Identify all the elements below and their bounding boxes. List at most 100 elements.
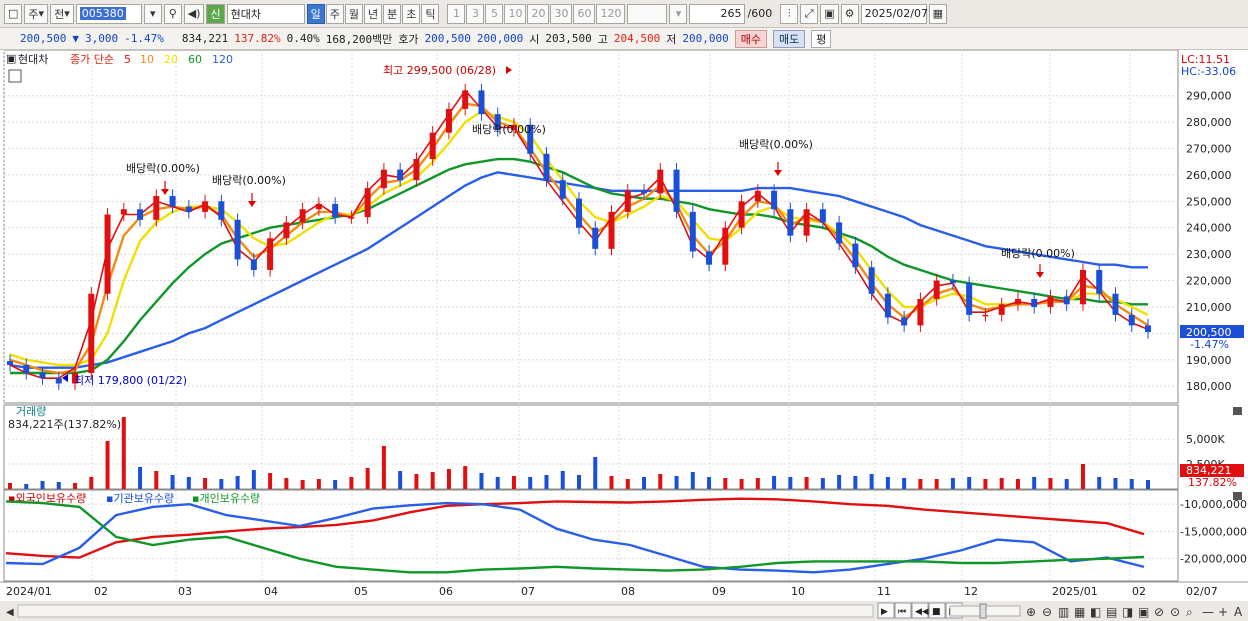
stock-name-field[interactable]: 현대차 (226, 3, 305, 24)
minute-select[interactable] (627, 3, 668, 24)
volume-bar (268, 473, 273, 489)
legend-ma-60: 60 (188, 53, 202, 66)
candle (234, 213, 241, 267)
chart-area[interactable]: 최고 299,500 (06/28) 최저 179,800 (01/22) 배당락(… (0, 50, 1248, 621)
type-select[interactable]: 주 ▾ (24, 3, 49, 24)
minute-button-1[interactable]: 1 (447, 3, 466, 24)
axes: 290,000 280,000 270,000 260,000 250,000 240,0… (6, 52, 1244, 393)
tool-icon-12: + (1218, 605, 1228, 619)
candle (55, 371, 62, 391)
date-input[interactable]: 2025/02/07 (860, 3, 928, 24)
volume-bar (885, 477, 890, 489)
candle (1145, 318, 1151, 339)
candle (445, 102, 452, 140)
minute-button-60[interactable]: 60 (573, 3, 596, 24)
volume-bar (674, 476, 679, 489)
x-tick-label: 2025/01 (1052, 585, 1098, 598)
candle (998, 297, 1005, 322)
type-select-value: 주 (28, 7, 39, 21)
candle (510, 118, 517, 137)
candle (250, 252, 257, 277)
annotation-ex-div: 배당락(0.00%) (472, 123, 546, 136)
scrollbar: ◀▶⏮◀◀■▶▶⊕⊖▥▦◧▤◨▣⊘⊙⌕—+A (0, 601, 1248, 621)
candle (689, 205, 696, 259)
candle (185, 199, 192, 219)
period-button-6[interactable]: 틱 (421, 3, 440, 24)
volume-bar (658, 474, 663, 489)
buy-button[interactable]: 매수 (734, 29, 767, 48)
search-icon[interactable]: ⚲ (163, 3, 182, 24)
candle (901, 310, 908, 333)
x-tick-label: 02 (94, 585, 108, 598)
calendar-icon[interactable]: ▦ (928, 3, 947, 24)
minute-button-20[interactable]: 20 (527, 3, 550, 24)
save-icon[interactable]: ▣ (820, 3, 839, 24)
candle (1096, 263, 1103, 301)
candle (641, 184, 648, 200)
candle (1063, 289, 1070, 311)
volume-bar (430, 472, 435, 489)
window-icon[interactable]: □ (4, 3, 23, 24)
legend-label: 종가 단순 (70, 53, 114, 66)
ma-line-60 (10, 157, 1148, 375)
avg-button[interactable]: 평 (811, 29, 832, 48)
candle (218, 194, 225, 227)
period-button-4[interactable]: 분 (383, 3, 402, 24)
candle (348, 210, 355, 224)
stock-title: 현대차 (18, 53, 48, 66)
volume-bar (577, 475, 581, 489)
minute-button-3[interactable]: 3 (466, 3, 485, 24)
volume-bar (902, 478, 907, 489)
minute-button-30[interactable]: 30 (550, 3, 573, 24)
settings-icon[interactable]: ⚙ (840, 3, 859, 24)
period-button-3[interactable]: 년 (363, 3, 383, 24)
volume-bar (739, 479, 744, 489)
candle (267, 231, 274, 277)
minute-button-120[interactable]: 120 (596, 3, 626, 24)
volume-bar (1048, 478, 1053, 489)
volume-tag (1180, 464, 1244, 477)
volume-ratio: 137.82% (234, 32, 281, 45)
period-button-2[interactable]: 월 (344, 3, 363, 24)
holdings-line-foreign (5, 497, 1145, 559)
period-button-1[interactable]: 주 (325, 3, 344, 24)
minute-dropdown-icon[interactable]: ▾ (669, 3, 688, 24)
low-price: 200,000 (682, 32, 729, 45)
ex-div-arrow (161, 189, 169, 195)
lc-label: LC:11.51 (1181, 53, 1230, 66)
tool-icon-4: ◧ (1090, 605, 1101, 619)
speaker-icon[interactable]: ◀) (183, 3, 205, 24)
annotation-ex-div: 배당락(0.00%) (739, 138, 813, 151)
period-button-0[interactable]: 일 (306, 3, 325, 24)
volume-bar (1146, 480, 1150, 489)
volume-bar (300, 480, 305, 489)
price-tag-text: 200,500 (1186, 326, 1232, 339)
x-tick-label: 08 (621, 585, 635, 598)
holdings-tick: -20,000,000 (1180, 553, 1247, 566)
chart-type-icon[interactable]: ⫶ (780, 3, 799, 24)
volume-bar (625, 479, 630, 489)
draw-tool-icon[interactable]: ⤢ (800, 3, 819, 24)
prefix-select[interactable]: 전 ▾ (50, 3, 74, 24)
candle (608, 205, 615, 256)
count-input[interactable]: 265 (689, 3, 746, 24)
ex-div-arrow (1036, 272, 1044, 278)
minute-button-10[interactable]: 10 (504, 3, 527, 24)
volume-bar (690, 472, 695, 489)
candle (673, 163, 680, 219)
sell-button[interactable]: 매도 (772, 29, 806, 48)
nav-button-1 (894, 602, 912, 619)
period-button-5[interactable]: 초 (402, 3, 421, 24)
x-tick-label: 06 (439, 585, 453, 598)
volume-bar (511, 476, 516, 489)
annotations: 최고 299,500 (06/28) 최저 179,800 (01/22) 배당락(… (62, 64, 1075, 387)
code-input[interactable]: 005380 (75, 3, 142, 24)
candle (624, 184, 631, 219)
minute-button-5[interactable]: 5 (485, 3, 504, 24)
price-tag (1180, 325, 1244, 339)
code-dropdown-icon[interactable]: ▾ (143, 3, 162, 24)
legend-ma-120: 120 (212, 53, 233, 66)
candle (949, 273, 956, 290)
